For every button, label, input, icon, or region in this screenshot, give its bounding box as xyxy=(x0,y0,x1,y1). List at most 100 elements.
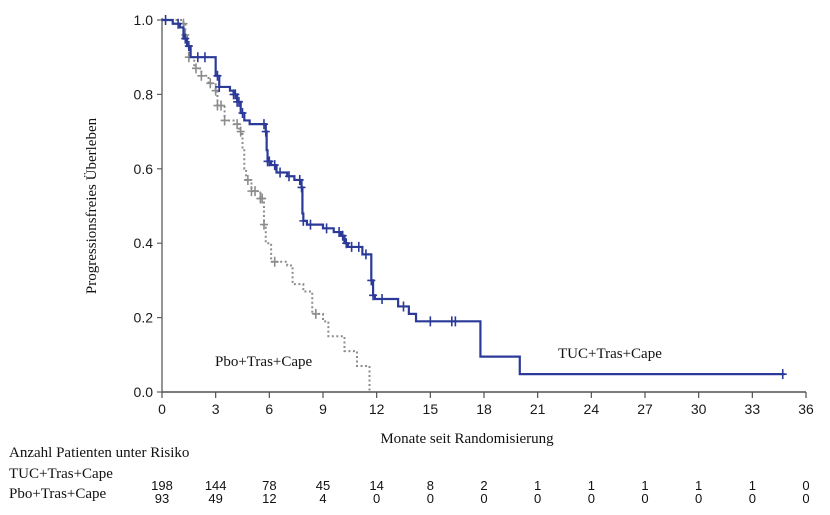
at-risk-tuc: 14 xyxy=(369,478,383,493)
censor-mark xyxy=(233,119,242,130)
km-curve-tuc xyxy=(162,18,785,376)
censor-mark xyxy=(338,230,347,241)
at-risk-pbo: 0 xyxy=(480,491,487,506)
censor-mark xyxy=(191,63,200,74)
x-tick-label: 12 xyxy=(369,401,385,417)
censor-mark xyxy=(161,15,170,25)
censor-mark xyxy=(426,316,435,327)
y-tick-label: 0.6 xyxy=(134,161,154,177)
at-risk-tuc: 8 xyxy=(427,478,434,493)
risk-table-title: Anzahl Patienten unter Risiko xyxy=(9,445,189,461)
at-risk-pbo: 0 xyxy=(641,491,648,506)
censor-mark xyxy=(451,316,460,327)
at-risk-pbo: 0 xyxy=(427,491,434,506)
censor-mark xyxy=(220,115,229,126)
y-tick-label: 0.8 xyxy=(134,86,154,102)
censor-mark xyxy=(200,52,209,63)
censor-mark xyxy=(231,89,240,100)
series-label-tuc: TUC+Tras+Cape xyxy=(558,346,662,362)
at-risk-tuc: 1 xyxy=(641,478,648,493)
censor-mark xyxy=(311,308,320,319)
censor-mark xyxy=(217,100,226,111)
y-tick-label: 0.4 xyxy=(134,235,154,251)
y-tick-label: 0.2 xyxy=(134,310,154,326)
censor-mark xyxy=(322,223,331,234)
censor-mark xyxy=(238,108,247,118)
at-risk-tuc: 2 xyxy=(480,478,487,493)
x-tick-label: 9 xyxy=(319,401,327,417)
censor-mark xyxy=(299,215,308,226)
risk-table: 198 144 78 45 14 8 2 1 1 1 1 1 093 49 12 4 0 0 0 0 0 0 0 0 0 xyxy=(151,478,809,506)
at-risk-pbo: 49 xyxy=(208,491,222,506)
at-risk-pbo: 0 xyxy=(749,491,756,506)
y-tick-label: 1.0 xyxy=(134,12,154,28)
risk-row-label-pbo: Pbo+Tras+Cape xyxy=(9,486,107,502)
at-risk-tuc: 144 xyxy=(205,478,227,493)
censor-mark xyxy=(399,301,408,312)
at-risk-tuc: 1 xyxy=(588,478,595,493)
censor-mark xyxy=(276,167,285,178)
censor-mark xyxy=(270,256,279,267)
censor-mark xyxy=(197,70,206,81)
censor-mark xyxy=(184,41,193,52)
censor-mark xyxy=(243,174,252,185)
censor-mark xyxy=(193,52,202,63)
censor-mark xyxy=(285,171,294,182)
censor-mark xyxy=(778,369,787,380)
risk-row-label-tuc: TUC+Tras+Cape xyxy=(9,466,113,482)
at-risk-pbo: 4 xyxy=(319,491,326,506)
at-risk-pbo: 12 xyxy=(262,491,276,506)
x-tick-label: 33 xyxy=(745,401,761,417)
censor-mark xyxy=(261,126,270,137)
at-risk-tuc: 1 xyxy=(749,478,756,493)
censor-mark xyxy=(367,275,376,286)
y-tick-label: 0.0 xyxy=(134,384,154,400)
at-risk-tuc: 78 xyxy=(262,478,276,493)
x-axis-label: Monate seit Randomisierung xyxy=(380,431,554,447)
censor-mark xyxy=(342,238,351,249)
censor-mark xyxy=(181,33,190,44)
at-risk-tuc: 198 xyxy=(151,478,173,493)
at-risk-pbo: 0 xyxy=(802,491,809,506)
at-risk-tuc: 0 xyxy=(802,478,809,493)
censor-mark xyxy=(369,290,378,301)
censor-mark xyxy=(206,78,215,89)
censor-mark xyxy=(306,219,315,230)
x-tick-label: 21 xyxy=(530,401,546,417)
x-tick-label: 15 xyxy=(423,401,439,417)
at-risk-tuc: 1 xyxy=(695,478,702,493)
km-curve-pbo xyxy=(162,19,371,392)
censor-mark xyxy=(347,241,356,252)
censor-mark xyxy=(378,294,387,304)
censor-mark xyxy=(213,70,222,81)
axes: 0.00.20.40.60.81.00 3 6 9 12 15 18 21 24 27 30 33 36 xyxy=(134,12,814,417)
x-tick-label: 18 xyxy=(476,401,492,417)
censor-mark xyxy=(251,186,260,197)
series-label-pbo: Pbo+Tras+Cape xyxy=(215,354,313,370)
censor-mark xyxy=(236,126,245,137)
at-risk-tuc: 1 xyxy=(534,478,541,493)
censor-mark xyxy=(258,193,267,204)
at-risk-pbo: 0 xyxy=(534,491,541,506)
censor-mark xyxy=(265,156,274,167)
x-tick-label: 27 xyxy=(637,401,653,417)
censor-mark xyxy=(215,81,224,92)
censor-mark xyxy=(234,96,243,107)
x-tick-label: 36 xyxy=(798,401,814,417)
censor-mark xyxy=(270,160,279,171)
censor-mark xyxy=(259,219,268,230)
at-risk-pbo: 93 xyxy=(155,491,169,506)
censor-mark xyxy=(295,174,304,185)
at-risk-pbo: 0 xyxy=(373,491,380,506)
at-risk-tuc: 45 xyxy=(316,478,330,493)
censor-mark xyxy=(361,249,370,260)
at-risk-pbo: 0 xyxy=(695,491,702,506)
y-axis-label: Progressionsfreies Überleben xyxy=(83,117,100,294)
censor-mark xyxy=(259,119,268,130)
censor-mark xyxy=(354,241,363,252)
series-layer xyxy=(161,15,787,392)
x-tick-label: 3 xyxy=(212,401,220,417)
x-tick-label: 0 xyxy=(158,401,166,417)
censor-mark xyxy=(297,182,306,193)
